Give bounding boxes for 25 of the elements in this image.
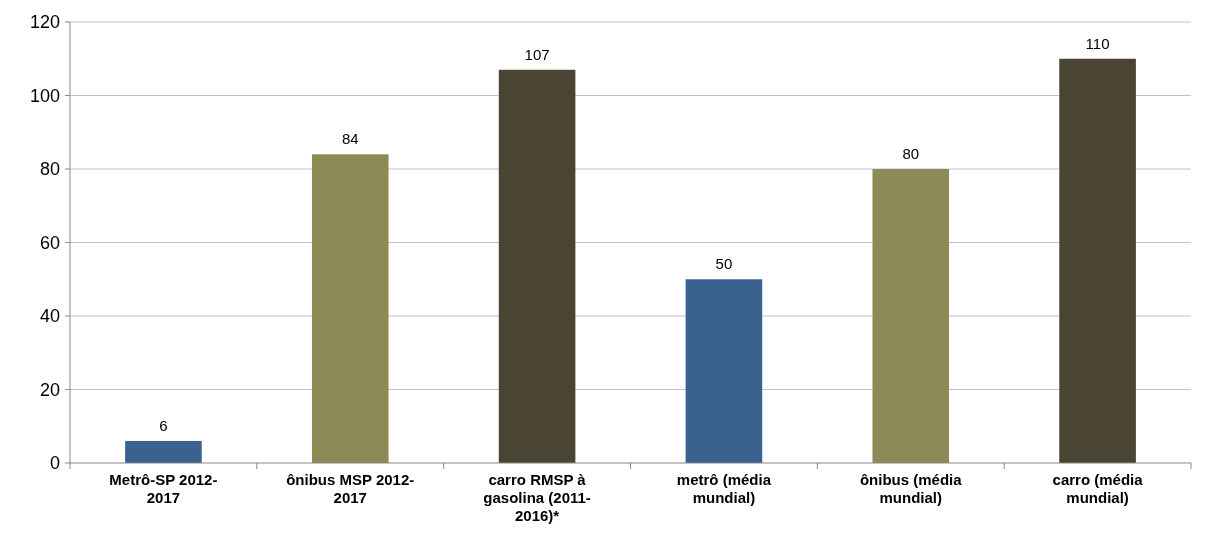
y-tick-label: 120 (29, 12, 60, 33)
bar (125, 440, 202, 463)
x-tick-label: ônibus (média mundial) (859, 471, 963, 506)
bar (1059, 58, 1136, 463)
data-label: 80 (902, 145, 920, 162)
y-tick-label: 100 (29, 85, 60, 106)
data-label: 84 (341, 130, 359, 148)
x-tick-label: carro RMSP à gasolina (2011-2016)* (483, 471, 591, 524)
y-tick-label: 80 (39, 159, 60, 180)
data-label: 6 (159, 416, 168, 434)
y-tick-label: 60 (39, 232, 60, 253)
bar (872, 169, 950, 463)
y-tick-label: 0 (49, 453, 60, 474)
bar (685, 279, 763, 463)
bar (311, 154, 389, 463)
data-label: 107 (524, 45, 550, 63)
y-tick-label: 20 (39, 379, 60, 400)
x-tick-label: Metrô-SP 2012-2017 (109, 471, 218, 506)
data-label: 110 (1085, 34, 1110, 52)
bar (498, 69, 576, 463)
x-tick-label: ônibus MSP 2012-2017 (286, 471, 415, 506)
data-label: 50 (715, 255, 733, 273)
y-tick-label: 40 (39, 306, 60, 327)
x-tick-label: metrô (média mundial) (676, 471, 772, 506)
x-tick-label: carro (média mundial) (1052, 471, 1144, 506)
